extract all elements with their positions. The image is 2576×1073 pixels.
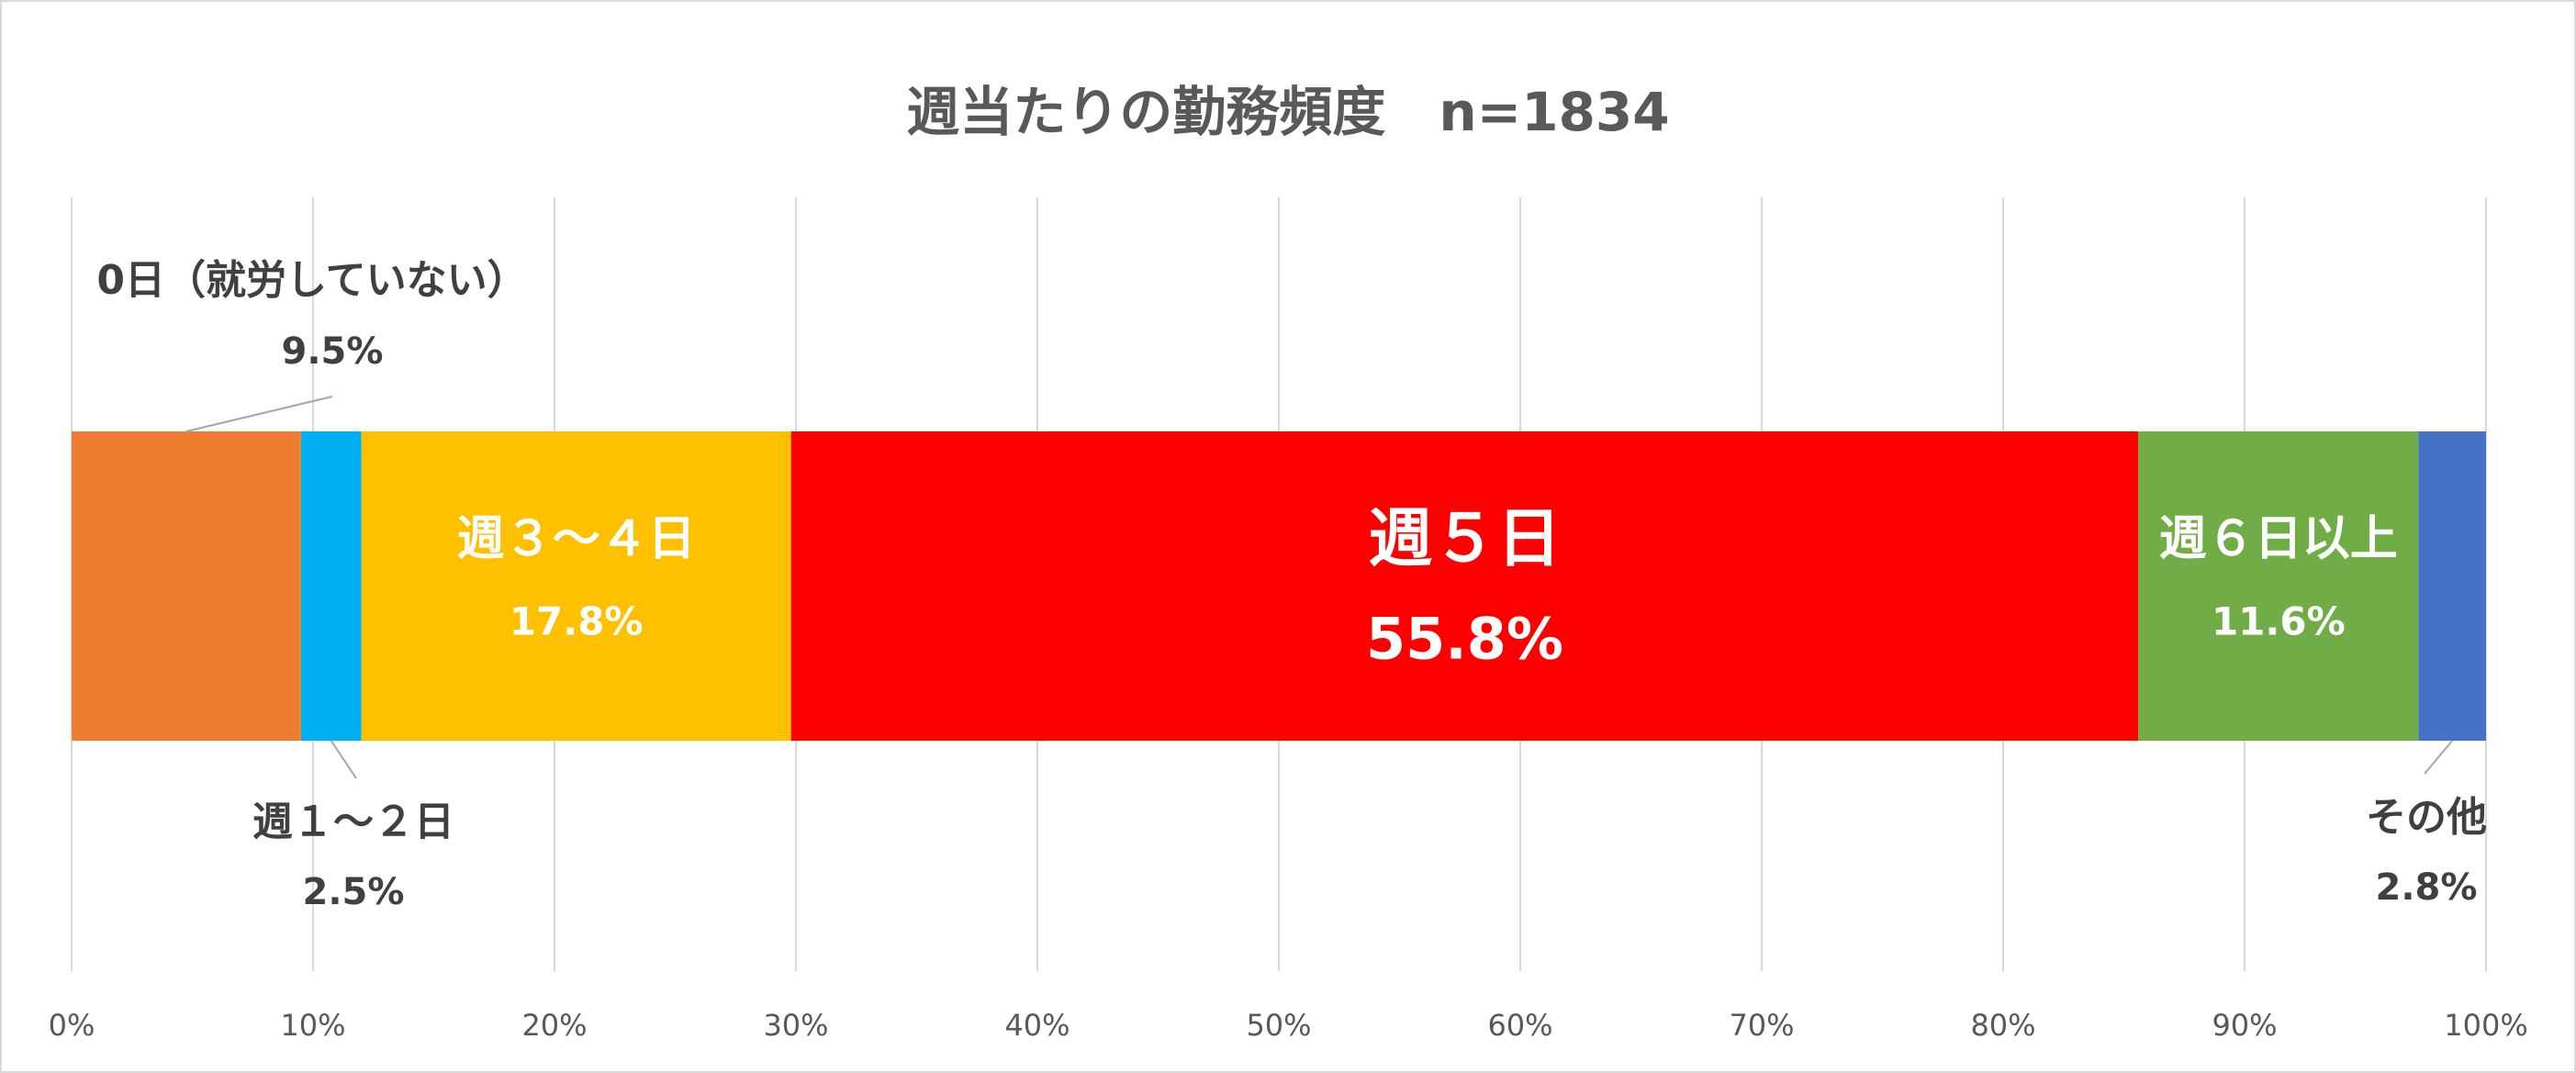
x-tick-label: 40%: [1004, 1008, 1070, 1043]
x-tick-label: 20%: [521, 1008, 587, 1043]
x-tick-label: 50%: [1246, 1008, 1311, 1043]
x-tick-label: 90%: [2212, 1008, 2277, 1043]
segment-value-label: 55.8%: [1366, 606, 1563, 673]
segment-name-label: その他: [2366, 794, 2487, 841]
segment-value-label: 9.5%: [282, 330, 384, 373]
x-tick-label: 60%: [1487, 1008, 1552, 1043]
data-labels: 0日（就労していない） 9.5% 週１～２日 2.5% 週３～４日 17.8% 週５日 55.…: [96, 257, 2487, 913]
bar-segment: [361, 431, 791, 741]
x-tick-label: 70%: [1729, 1008, 1794, 1043]
leader-line: [185, 396, 333, 432]
leader-line: [2424, 740, 2453, 775]
segment-name-label: 週３～４日: [457, 512, 696, 567]
x-tick-label: 0%: [49, 1008, 95, 1043]
bar-segment: [2418, 431, 2486, 741]
leader-line: [330, 740, 357, 779]
segment-value-label: 11.6%: [2212, 599, 2346, 644]
segment-name-label: 週５日: [1369, 501, 1562, 576]
leader-lines: [185, 396, 2453, 779]
bar-segment: [2138, 431, 2419, 741]
segment-value-label: 17.8%: [510, 599, 644, 644]
segment-value-label: 2.5%: [303, 871, 405, 913]
bar-segment: [300, 431, 362, 741]
bar-segment: [790, 431, 2139, 741]
bar-segment: [72, 431, 301, 741]
x-tick-label: 10%: [280, 1008, 345, 1043]
segment-name-label: 週６日以上: [2159, 512, 2398, 567]
segment-name-label: 週１～２日: [252, 799, 454, 845]
segment-value-label: 2.8%: [2376, 866, 2478, 909]
chart-title: 週当たりの勤務頻度 n=1834: [906, 81, 1669, 143]
segment-name-label: 0日（就労していない）: [96, 257, 527, 304]
x-tick-label: 100%: [2444, 1008, 2527, 1043]
x-axis-tick-labels: 0% 10% 20% 30% 40% 50% 60% 70% 80% 90% 100%: [49, 1008, 2528, 1043]
x-tick-label: 30%: [763, 1008, 828, 1043]
stacked-bar: [72, 431, 2486, 741]
x-tick-label: 80%: [1970, 1008, 2035, 1043]
